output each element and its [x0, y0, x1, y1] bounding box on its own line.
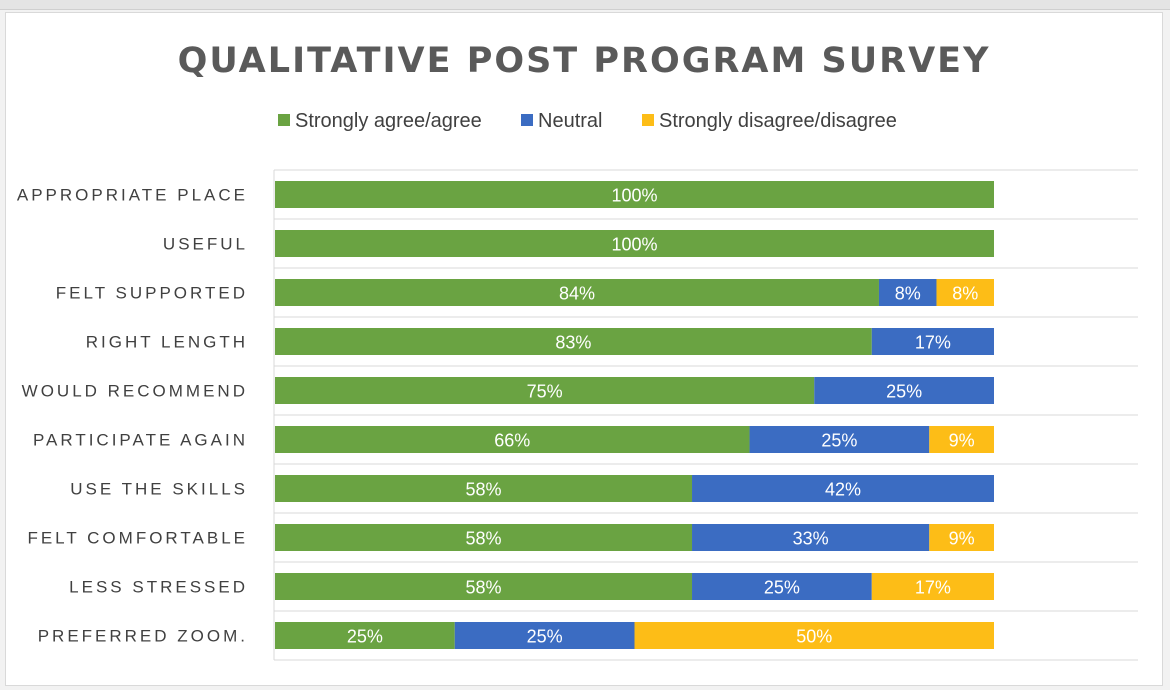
bar-neutral — [692, 573, 872, 600]
data-label: 25% — [347, 627, 383, 647]
bar-strongly-disagree-disagree — [929, 426, 994, 453]
data-label: 75% — [527, 382, 563, 402]
legend-swatch-strongly-disagree-disagree — [642, 114, 654, 126]
category-label: USEFUL — [163, 235, 248, 254]
bar-neutral — [692, 475, 994, 502]
category-label: PARTICIPATE AGAIN — [33, 431, 248, 450]
legend-label-strongly-agree-agree: Strongly agree/agree — [295, 110, 482, 132]
data-label: 58% — [465, 480, 501, 500]
data-label: 58% — [465, 578, 501, 598]
data-label: 17% — [915, 333, 951, 353]
bar-strongly-disagree-disagree — [929, 524, 994, 551]
bar-neutral — [814, 377, 994, 404]
category-label: FELT COMFORTABLE — [27, 529, 248, 548]
bar-neutral — [878, 279, 937, 306]
data-label: 66% — [494, 431, 530, 451]
data-label: 100% — [611, 186, 657, 206]
data-label: 25% — [886, 382, 922, 402]
data-label: 33% — [793, 529, 829, 549]
category-label: APPROPRIATE PLACE — [17, 186, 248, 205]
category-label: WOULD RECOMMEND — [22, 382, 248, 401]
data-label: 84% — [559, 284, 595, 304]
bar-neutral — [692, 524, 930, 551]
data-label: 25% — [764, 578, 800, 598]
category-label: PREFERRED ZOOM. — [38, 627, 248, 646]
data-label: 25% — [527, 627, 563, 647]
bar-strongly-agree-agree — [275, 328, 872, 355]
category-label: USE THE SKILLS — [70, 480, 248, 499]
legend-swatch-strongly-agree-agree — [278, 114, 290, 126]
bar-neutral — [454, 622, 635, 649]
bar-strongly-agree-agree — [275, 377, 815, 404]
data-label: 83% — [555, 333, 591, 353]
data-label: 100% — [611, 235, 657, 255]
data-label: 25% — [821, 431, 857, 451]
chart-title: QUALITATIVE POST PROGRAM SURVEY — [178, 41, 991, 81]
legend-label-strongly-disagree-disagree: Strongly disagree/disagree — [659, 110, 897, 132]
data-label: 9% — [949, 529, 975, 549]
bar-strongly-agree-agree — [275, 524, 693, 551]
chart-card: QUALITATIVE POST PROGRAM SURVEY Strongly… — [5, 12, 1163, 686]
data-label: 58% — [465, 529, 501, 549]
bar-strongly-agree-agree — [275, 426, 750, 453]
legend: Strongly agree/agree Neutral Strongly disa… — [278, 110, 897, 132]
bar-strongly-disagree-disagree — [871, 573, 994, 600]
data-label: 50% — [796, 627, 832, 647]
category-label: RIGHT LENGTH — [86, 333, 248, 352]
bar-strongly-agree-agree — [275, 573, 693, 600]
bar-neutral — [871, 328, 994, 355]
gridlines — [273, 169, 1138, 661]
data-label: 42% — [825, 480, 861, 500]
chart: QUALITATIVE POST PROGRAM SURVEY Strongly… — [17, 41, 1138, 661]
bar-strongly-agree-agree — [275, 475, 693, 502]
data-label: 17% — [915, 578, 951, 598]
category-labels: APPROPRIATE PLACE USEFUL FELT SUPPORTED RIG… — [17, 186, 248, 646]
category-label: FELT SUPPORTED — [56, 284, 248, 303]
data-label: 8% — [952, 284, 978, 304]
bar-strongly-disagree-disagree — [634, 622, 994, 649]
data-label: 9% — [949, 431, 975, 451]
bar-neutral — [749, 426, 930, 453]
top-toolbar-strip — [0, 0, 1170, 10]
bar-strongly-agree-agree — [275, 279, 879, 306]
data-label: 8% — [895, 284, 921, 304]
legend-swatch-neutral — [521, 114, 533, 126]
bar-strongly-agree-agree — [275, 622, 455, 649]
bars: 100% 100% 84% 8% 8% 83% 17% 75% 25% 66% 25% 9% 58% 42… — [275, 181, 994, 649]
legend-label-neutral: Neutral — [538, 110, 602, 132]
bar-strongly-agree-agree — [275, 230, 994, 257]
bar-strongly-agree-agree — [275, 181, 994, 208]
category-label: LESS STRESSED — [69, 578, 248, 597]
bar-strongly-disagree-disagree — [936, 279, 994, 306]
